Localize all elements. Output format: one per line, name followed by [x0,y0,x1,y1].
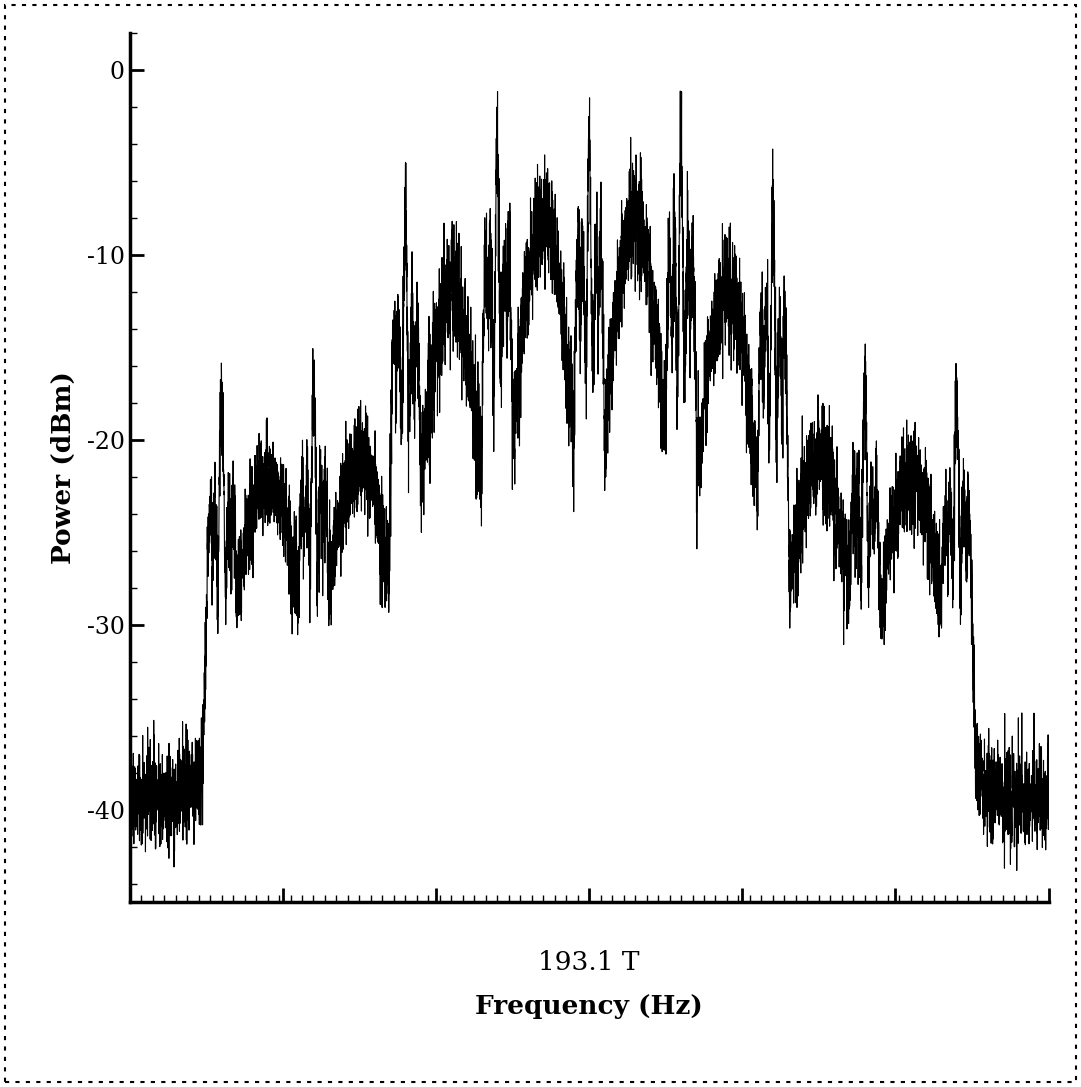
Text: 193.1 T: 193.1 T [538,950,640,975]
Y-axis label: Power (dBm): Power (dBm) [51,371,76,564]
Text: Frequency (Hz): Frequency (Hz) [476,994,703,1019]
